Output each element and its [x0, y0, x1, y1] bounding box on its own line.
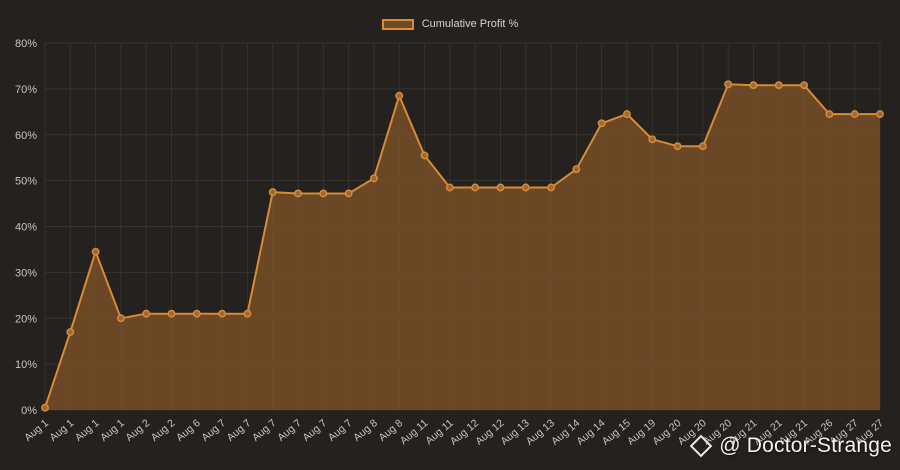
- series-line: [44, 83, 880, 409]
- y-tick-label: 50%: [15, 176, 37, 188]
- data-point: [66, 328, 75, 336]
- y-tick-label: 30%: [15, 267, 37, 279]
- x-tick-label: Aug 7: [275, 417, 304, 444]
- x-tick-label: Aug 7: [225, 417, 254, 444]
- data-point: [597, 119, 606, 128]
- data-point: [41, 403, 49, 412]
- x-tick-label: Aug 1: [22, 417, 51, 444]
- data-point: [749, 81, 758, 90]
- chart-legend[interactable]: Cumulative Profit %: [0, 18, 900, 30]
- data-point: [850, 110, 859, 119]
- x-tick-label: Aug 1: [73, 417, 102, 444]
- watermark-text: @ Doctor-Strange: [719, 434, 892, 457]
- data-point: [496, 183, 505, 192]
- x-tick-label: Aug 7: [301, 417, 330, 444]
- y-tick-label: 10%: [15, 359, 37, 371]
- data-point: [268, 188, 277, 197]
- data-point: [673, 142, 682, 151]
- data-point: [876, 110, 884, 119]
- data-point: [800, 81, 809, 90]
- data-point: [825, 110, 834, 119]
- x-tick-label: Aug 2: [123, 417, 152, 444]
- data-point: [344, 189, 353, 198]
- data-point: [724, 80, 733, 89]
- data-point: [572, 165, 581, 174]
- data-point: [521, 183, 530, 192]
- x-tick-label: Aug 6: [174, 417, 203, 444]
- data-point: [167, 309, 176, 318]
- data-point: [395, 91, 404, 100]
- data-point: [774, 81, 783, 90]
- data-point: [243, 309, 252, 318]
- watermark: @ Doctor-Strange: [689, 434, 892, 458]
- data-point: [623, 110, 631, 119]
- x-tick-label: Aug 1: [98, 417, 127, 444]
- binance-logo-icon: [689, 434, 713, 458]
- legend-swatch: [381, 18, 414, 30]
- series-area: [45, 84, 880, 411]
- data-point: [445, 183, 454, 192]
- x-tick-label: Aug 8: [351, 417, 380, 444]
- x-tick-label: Aug 7: [250, 417, 279, 444]
- x-tick-label: Aug 11: [398, 417, 431, 447]
- data-point: [547, 183, 556, 192]
- x-tick-label: Aug 2: [149, 417, 178, 444]
- y-tick-label: 20%: [15, 313, 37, 325]
- data-point: [420, 151, 429, 160]
- data-point: [91, 247, 100, 256]
- data-point: [319, 189, 328, 198]
- y-tick-label: 0%: [21, 405, 37, 417]
- data-point: [471, 183, 480, 192]
- y-tick-label: 80%: [15, 38, 37, 50]
- y-tick-label: 40%: [15, 222, 37, 234]
- data-point: [218, 309, 227, 318]
- y-tick-label: 70%: [15, 84, 37, 96]
- data-point: [648, 135, 657, 144]
- y-tick-label: 60%: [15, 130, 37, 142]
- data-point: [294, 189, 302, 198]
- x-tick-label: Aug 7: [199, 417, 228, 444]
- data-point: [116, 314, 125, 323]
- data-point: [142, 309, 151, 318]
- data-point: [698, 142, 707, 151]
- data-point: [369, 174, 378, 183]
- legend-label: Cumulative Profit %: [421, 18, 519, 30]
- data-point: [192, 309, 201, 318]
- x-tick-label: Aug 7: [326, 417, 355, 444]
- x-tick-label: Aug 1: [47, 417, 76, 444]
